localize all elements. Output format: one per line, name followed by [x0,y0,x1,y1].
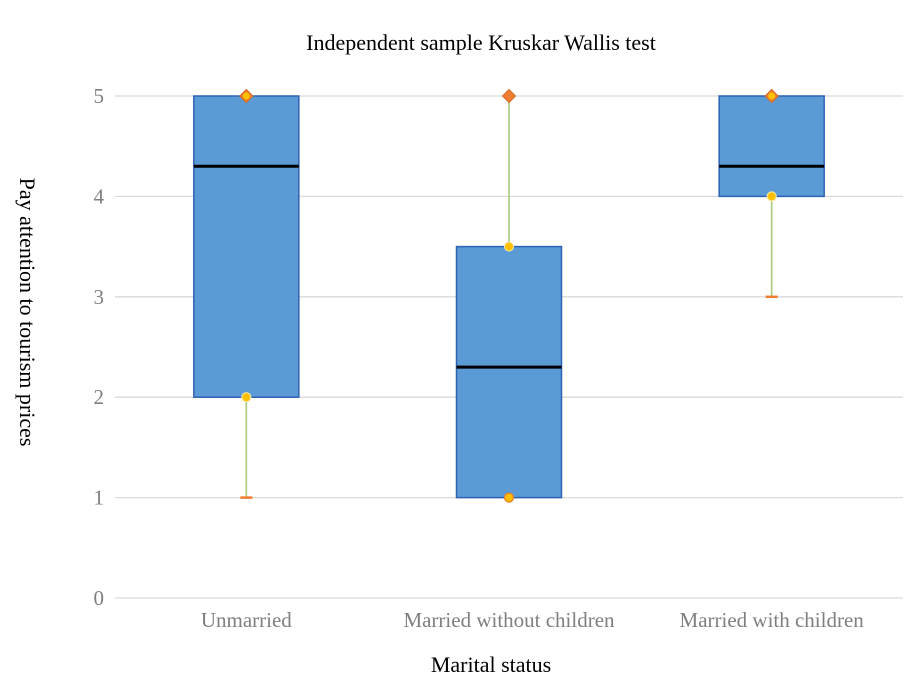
x-tick-label-0: Unmarried [201,608,292,632]
y-tick-label-2: 2 [94,385,105,409]
x-axis-ticks: Unmarried Married without children Married… [201,608,864,632]
y-tick-label-3: 3 [94,285,105,309]
y-tick-label-0: 0 [94,586,105,610]
q3-marker-2 [768,92,776,100]
y-axis-title: Pay attention to tourism prices [15,178,40,447]
q1-marker-2 [766,191,777,202]
chart-title: Independent sample Kruskar Wallis test [306,30,656,55]
x-tick-label-1: Married without children [403,608,615,632]
box-group-0 [193,88,300,499]
q3-marker-0 [242,92,250,100]
x-tick-label-2: Married with children [680,608,865,632]
q1-marker-1 [503,492,515,503]
max-marker-1 [501,88,517,104]
box-group-2 [718,88,825,299]
x-axis-title: Marital status [431,652,551,677]
box-iqr-1 [455,245,563,499]
box-iqr-2 [718,95,825,198]
y-tick-label-4: 4 [94,184,105,208]
q3-marker-1 [504,241,514,252]
y-tick-label-5: 5 [94,84,105,108]
box-iqr-0 [193,95,300,398]
box-group-1 [455,88,563,503]
q1-marker-0 [241,392,252,403]
y-tick-label-1: 1 [94,486,105,510]
y-axis-ticks: 0 1 2 3 4 5 [94,84,105,610]
box-series [193,88,825,503]
